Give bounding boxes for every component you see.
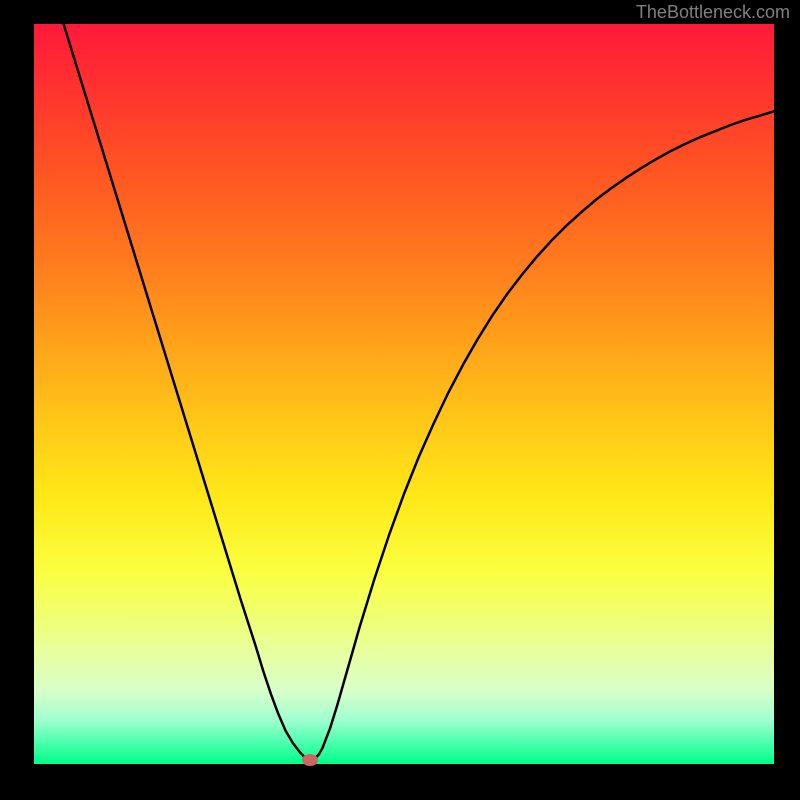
watermark-text: TheBottleneck.com bbox=[636, 2, 790, 23]
optimal-point-marker bbox=[302, 754, 318, 766]
bottleneck-curve bbox=[34, 24, 774, 764]
bottleneck-chart bbox=[34, 24, 774, 764]
